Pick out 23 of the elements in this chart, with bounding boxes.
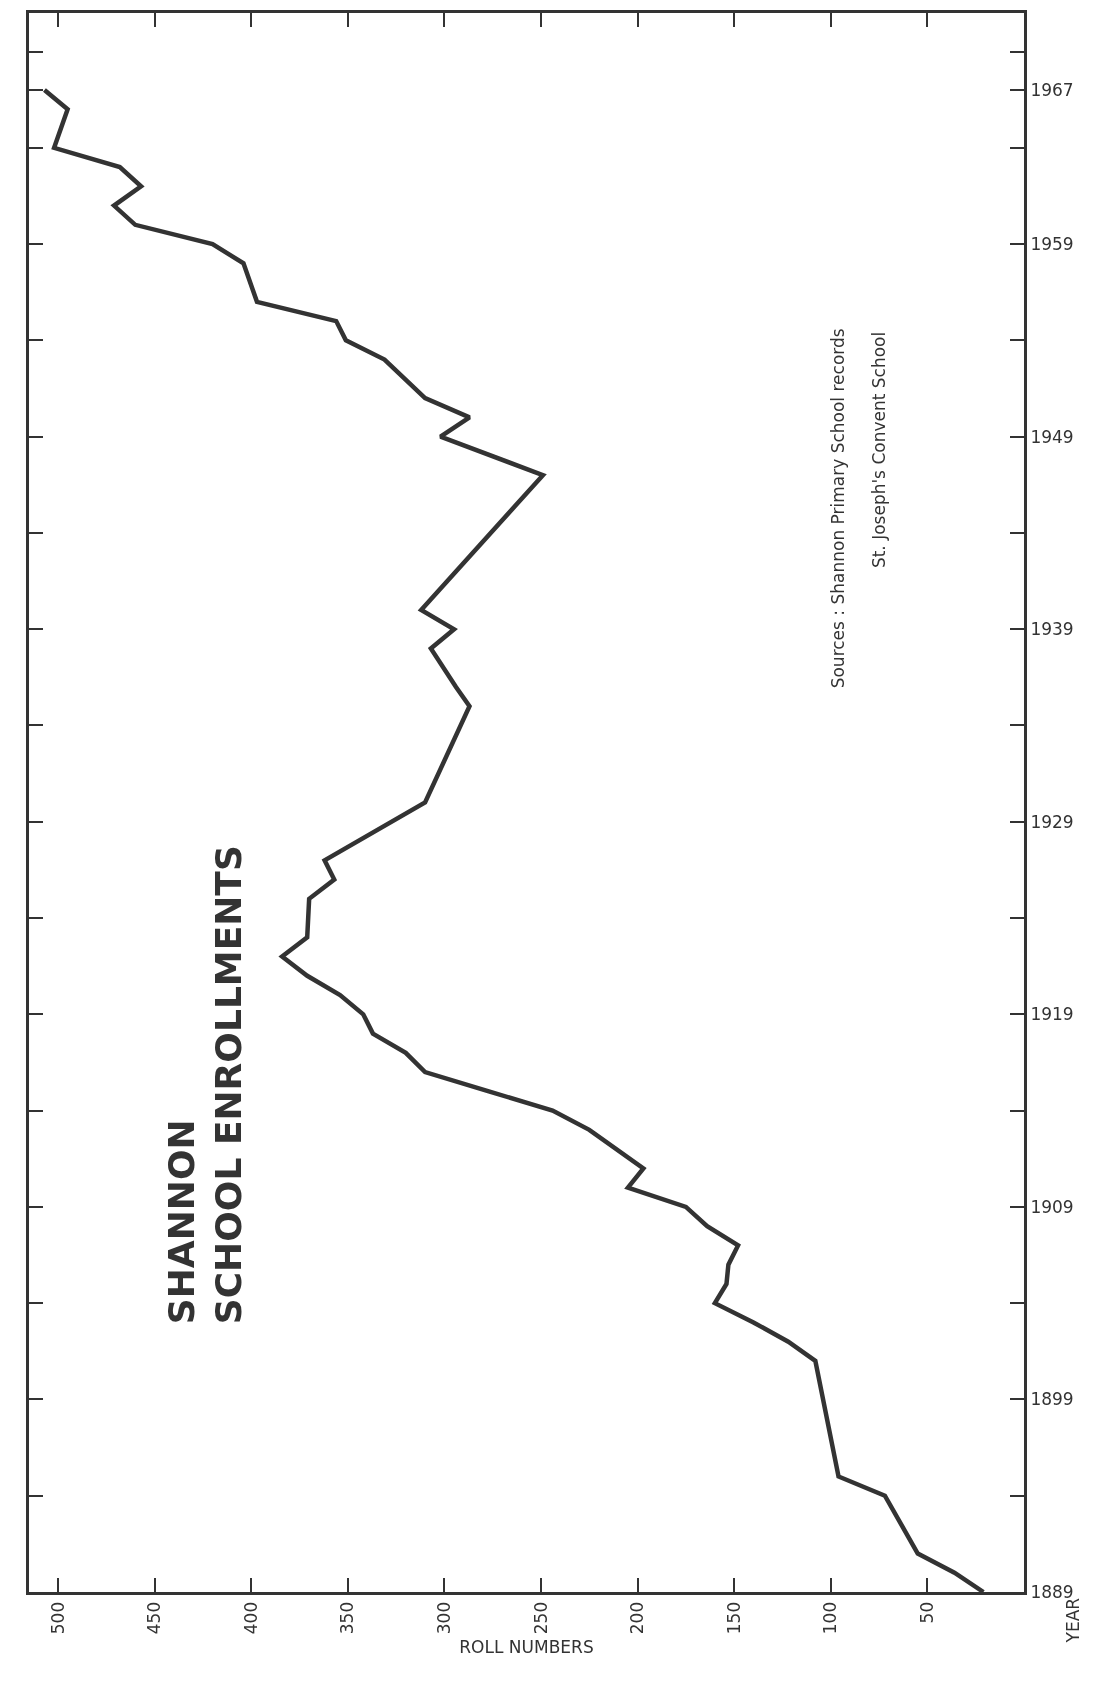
y-tick-label: 1967 [1030, 79, 1074, 100]
x-tick-label: 300 [433, 1601, 454, 1635]
x-tick-label: 400 [240, 1601, 261, 1635]
x-tick-label: 250 [530, 1601, 551, 1635]
x-tick-label: 200 [627, 1601, 648, 1635]
x-axis-title: ROLL NUMBERS [459, 1636, 594, 1657]
text: SHANNON SCHOOL ENROLLMENTS [160, 845, 249, 1325]
annotation: St. Joseph's Convent School [869, 331, 890, 569]
x-tick-label: 50 [916, 1601, 937, 1624]
y-tick-label: 1959 [1030, 234, 1074, 255]
y-tick-label: 1919 [1030, 1004, 1074, 1025]
y-axis-title: YEAR [1063, 1597, 1084, 1644]
x-tick-label: 100 [820, 1601, 841, 1635]
annotation: Sources : Shannon Primary School records [827, 328, 848, 689]
x-tick-label: 450 [144, 1601, 165, 1635]
x-tick-label: 500 [47, 1601, 68, 1635]
y-tick-label: 1949 [1030, 426, 1074, 447]
y-tick-label: 1909 [1030, 1196, 1074, 1217]
x-tick-label: 150 [723, 1601, 744, 1635]
y-tick-label: 1899 [1030, 1389, 1074, 1410]
y-tick-label: 1929 [1030, 811, 1074, 832]
x-tick-label: 350 [337, 1601, 358, 1635]
y-tick-label: 1939 [1030, 619, 1074, 640]
